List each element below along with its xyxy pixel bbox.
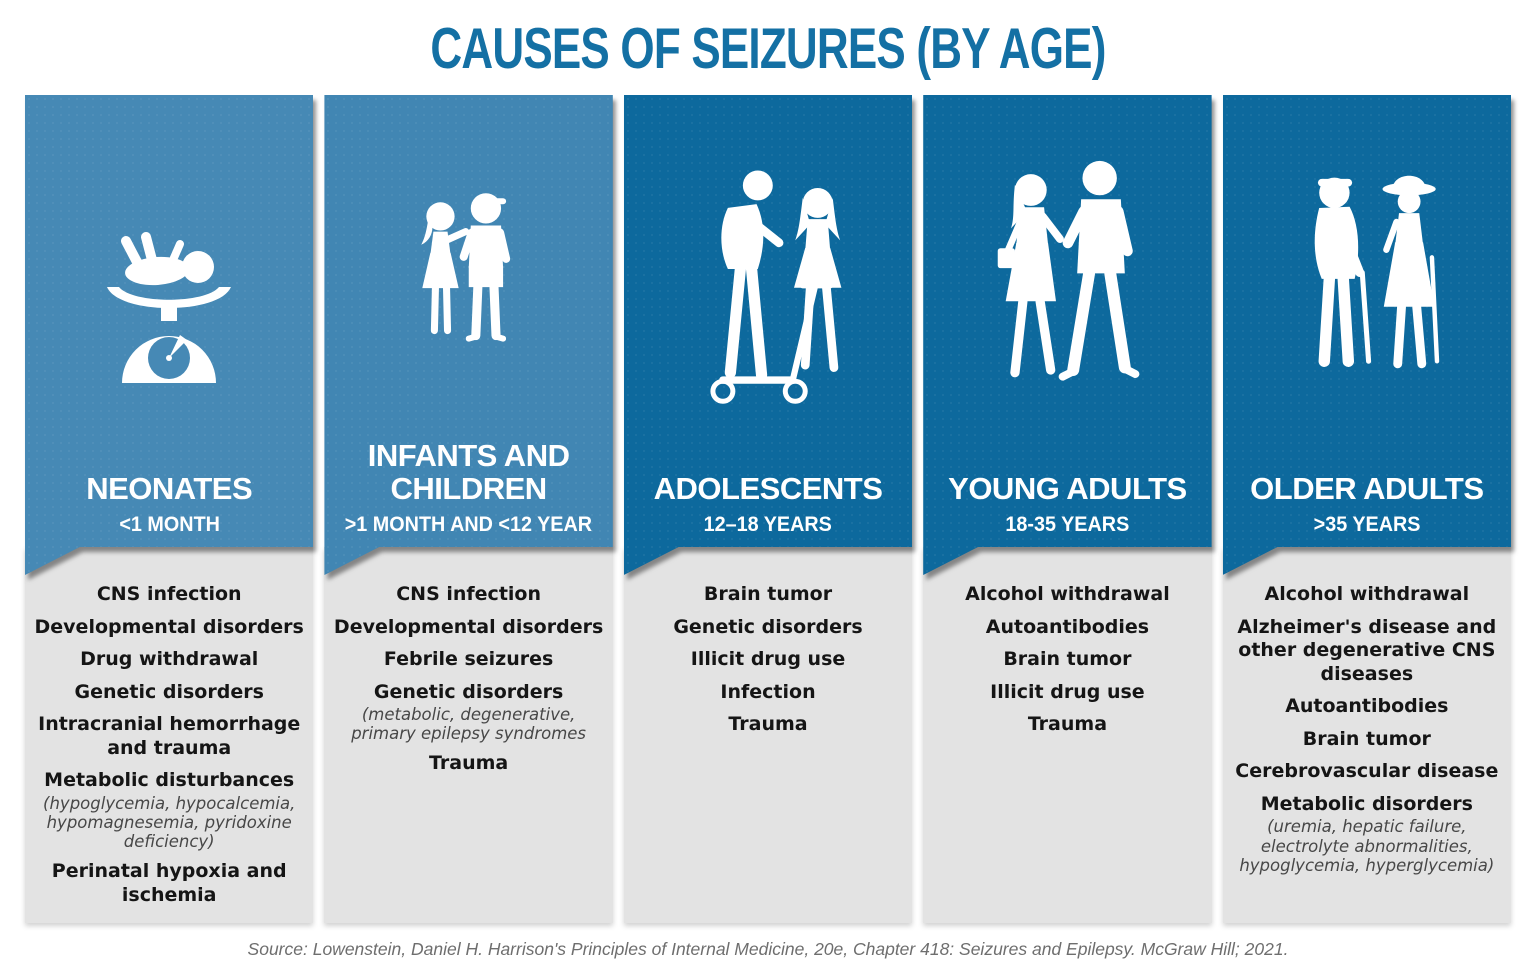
cause-detail: (metabolic, degenerative, primary epilep…	[351, 705, 587, 744]
header-shadow: YOUNG ADULTS 18-35 YEARS	[923, 95, 1212, 575]
cause-item: Autoantibodies	[985, 615, 1150, 638]
cause-item: Trauma	[1027, 713, 1108, 736]
children-icon	[324, 95, 612, 440]
source-citation: Source: Lowenstein, Daniel H. Harrison's…	[247, 939, 1289, 959]
cause-item: Perinatal hypoxia and ischemia	[51, 860, 287, 906]
column-header: ADOLESCENTS 12–18 YEARS	[623, 95, 913, 575]
causes-panel: Brain tumor Genetic disorders Illicit dr…	[623, 547, 913, 923]
title-bar: CAUSES OF SEIZURES (BY AGE)	[0, 0, 1536, 95]
column-age-range: 12–18 YEARS	[703, 512, 833, 536]
cause-item: Trauma	[429, 752, 509, 775]
cause-item: Illicit drug use	[690, 648, 846, 671]
header-shadow: ADOLESCENTS 12–18 YEARS	[623, 95, 913, 575]
header-shadow: INFANTS AND CHILDREN >1 MONTH AND <12 YE…	[324, 95, 613, 575]
cause-item: Developmental disorders	[34, 615, 304, 638]
cause-item: Febrile seizures	[383, 648, 554, 671]
page-title: CAUSES OF SEIZURES (BY AGE)	[430, 14, 1106, 81]
cause-detail: (uremia, hepatic failure, electrolyte ab…	[1239, 817, 1495, 875]
column-adolescents: ADOLESCENTS 12–18 YEARS Brain tumor Gene…	[623, 95, 913, 923]
column-young-adults: YOUNG ADULTS 18-35 YEARS Alcohol withdra…	[923, 95, 1212, 923]
cause-item: CNS infection	[96, 583, 242, 605]
causes-panel: CNS infection Developmental disorders Dr…	[25, 547, 314, 923]
cause-detail: (hypoglycemia, hypocalcemia, hypomagnese…	[43, 793, 296, 852]
cause-item: Alcohol withdrawal	[1264, 583, 1470, 605]
header-shadow: OLDER ADULTS >35 YEARS	[1222, 95, 1512, 575]
column-infants-children: INFANTS AND CHILDREN >1 MONTH AND <12 YE…	[324, 95, 613, 923]
cause-item: Drug withdrawal	[80, 648, 259, 671]
column-title: YOUNG ADULTS	[948, 471, 1187, 507]
column-age-range: >1 MONTH AND <12 YEAR	[344, 512, 593, 536]
baby-scale-icon	[25, 95, 313, 473]
column-neonates: NEONATES <1 MONTH CNS infection Developm…	[25, 95, 314, 923]
age-group-columns: NEONATES <1 MONTH CNS infection Developm…	[0, 95, 1536, 923]
column-age-range: >35 YEARS	[1313, 512, 1421, 536]
cause-item: Alcohol withdrawal	[965, 583, 1170, 605]
cause-item: Cerebrovascular disease	[1235, 760, 1499, 783]
cause-item: Brain tumor	[1302, 727, 1431, 750]
causes-panel: Alcohol withdrawal Autoantibodies Brain …	[923, 547, 1212, 923]
column-title: OLDER ADULTS	[1250, 471, 1484, 507]
causes-panel: CNS infection Developmental disorders Fe…	[324, 547, 613, 923]
column-age-range: 18-35 YEARS	[1005, 512, 1130, 536]
adolescents-icon	[624, 95, 912, 473]
column-header: YOUNG ADULTS 18-35 YEARS	[923, 95, 1212, 575]
cause-item: Autoantibodies	[1285, 695, 1449, 718]
cause-item: Developmental disorders	[333, 615, 604, 638]
column-title: INFANTS AND CHILDREN	[367, 438, 570, 507]
causes-panel: Alcohol withdrawal Alzheimer's disease a…	[1222, 547, 1512, 923]
column-header: OLDER ADULTS >35 YEARS	[1222, 95, 1512, 575]
cause-item: Genetic disorders	[673, 615, 863, 638]
cause-item: CNS infection	[396, 583, 541, 605]
column-header: INFANTS AND CHILDREN >1 MONTH AND <12 YE…	[324, 95, 613, 575]
header-shadow: NEONATES <1 MONTH	[25, 95, 314, 575]
cause-item: Metabolic disorders (uremia, hepatic fai…	[1231, 793, 1503, 875]
column-title: ADOLESCENTS	[653, 471, 883, 507]
cause-item: Infection	[720, 680, 816, 703]
young-adults-couple-icon	[923, 95, 1211, 473]
cause-item: Illicit drug use	[990, 680, 1145, 703]
cause-item: Metabolic disturbances (hypoglycemia, hy…	[33, 769, 305, 851]
cause-item: Brain tumor	[703, 583, 833, 605]
cause-item: Alzheimer's disease and other degenerati…	[1237, 615, 1497, 685]
column-header: NEONATES <1 MONTH	[25, 95, 314, 575]
column-title: NEONATES	[86, 471, 253, 507]
column-age-range: <1 MONTH	[118, 512, 220, 536]
cause-item: Intracranial hemorrhage and trauma	[38, 713, 301, 759]
cause-item: Genetic disorders (metabolic, degenerati…	[332, 681, 604, 744]
cause-item: Genetic disorders	[74, 680, 264, 703]
cause-item: Brain tumor	[1003, 648, 1132, 671]
cause-item: Trauma	[728, 713, 808, 736]
older-adults-couple-icon	[1223, 95, 1511, 473]
column-older-adults: OLDER ADULTS >35 YEARS Alcohol withdrawa…	[1222, 95, 1512, 923]
